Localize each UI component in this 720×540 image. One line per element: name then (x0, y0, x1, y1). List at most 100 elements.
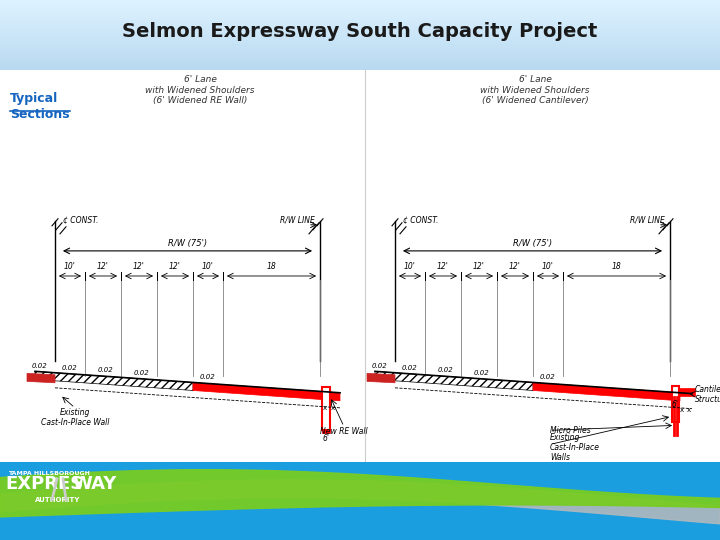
Bar (0, 30, 720, 31)
Bar (0, 23, 720, 24)
Bar (0, 15, 720, 16)
Bar (0, 9, 720, 10)
Text: 6' Lane
with Widened Shoulders
(6' Widened Cantilever): 6' Lane with Widened Shoulders (6' Widen… (480, 75, 590, 105)
Text: 0.02: 0.02 (402, 365, 418, 371)
Text: x: x (331, 404, 335, 410)
Text: New RE Wall: New RE Wall (320, 427, 368, 436)
Text: R/W (75'): R/W (75') (168, 239, 207, 248)
Bar (0, 1, 720, 2)
Bar (0, 40, 720, 42)
Bar (0, 52, 720, 53)
Bar (0, 22, 720, 23)
Bar (0, 28, 720, 29)
Bar (0, 4, 720, 5)
Text: 12': 12' (473, 262, 485, 271)
Polygon shape (367, 373, 395, 383)
Text: Selmon Expressway South Capacity Project: Selmon Expressway South Capacity Project (122, 22, 598, 41)
Polygon shape (27, 373, 55, 383)
Bar (0, 51, 720, 52)
Text: 0.02: 0.02 (98, 367, 114, 373)
Text: 6': 6' (323, 434, 330, 443)
Text: Sections: Sections (10, 109, 70, 122)
Bar (0, 46, 720, 47)
Bar (0, 32, 720, 33)
Bar (0, 2, 720, 3)
Bar (0, 54, 720, 55)
Text: 10': 10' (202, 262, 214, 271)
Text: 12': 12' (133, 262, 145, 271)
Bar (0, 43, 720, 44)
Bar (0, 14, 720, 15)
Bar (0, 3, 720, 4)
Bar (0, 64, 720, 65)
Bar (0, 19, 720, 21)
Bar (0, 25, 720, 26)
Text: R/W LINE: R/W LINE (280, 216, 315, 225)
Text: 18: 18 (611, 262, 621, 271)
Text: 0.02: 0.02 (62, 365, 78, 371)
Bar (0, 48, 720, 49)
Text: Existing
Cast-In-Place
Walls: Existing Cast-In-Place Walls (550, 433, 600, 462)
Bar (0, 35, 720, 36)
Bar (0, 61, 720, 62)
Text: 6' Lane
with Widened Shoulders
(6' Widened RE Wall): 6' Lane with Widened Shoulders (6' Widen… (145, 75, 255, 105)
Bar (0, 16, 720, 17)
Text: R/W LINE: R/W LINE (630, 216, 665, 225)
Bar (0, 21, 720, 22)
Text: 6': 6' (672, 400, 678, 409)
Text: x: x (323, 404, 327, 410)
Text: R/W (75'): R/W (75') (513, 239, 552, 248)
Text: 10': 10' (64, 262, 76, 271)
Text: 0.02: 0.02 (474, 370, 490, 376)
Text: Cantilever
Structure: Cantilever Structure (695, 384, 720, 404)
Text: 12': 12' (437, 262, 449, 271)
Bar (0, 42, 720, 43)
Text: Existing
Cast-In-Place Wall: Existing Cast-In-Place Wall (41, 408, 109, 427)
Text: TAMPA HILLSBOROUGH: TAMPA HILLSBOROUGH (8, 471, 90, 476)
Bar (0, 53, 720, 54)
Bar (0, 31, 720, 32)
Bar (0, 11, 720, 12)
Bar (0, 68, 720, 69)
Bar (0, 58, 720, 59)
Text: x: x (680, 407, 684, 413)
Bar (0, 47, 720, 48)
Bar (0, 17, 720, 18)
Text: 0.02: 0.02 (134, 370, 150, 376)
Bar (0, 5, 720, 6)
Bar (0, 18, 720, 19)
Bar (0, 29, 720, 30)
Bar (0, 63, 720, 64)
Bar (0, 6, 720, 7)
Text: 12': 12' (97, 262, 109, 271)
Bar (0, 62, 720, 63)
Bar (0, 69, 720, 70)
Text: ¢ CONST.: ¢ CONST. (403, 216, 438, 225)
Text: EXPRES: EXPRES (5, 475, 84, 493)
Text: 0.02: 0.02 (438, 367, 454, 373)
Polygon shape (533, 382, 680, 401)
Bar (0, 44, 720, 45)
Bar (0, 60, 720, 61)
Bar (0, 33, 720, 35)
Bar (0, 7, 720, 8)
Text: 12': 12' (169, 262, 181, 271)
Bar (0, 37, 720, 38)
Polygon shape (35, 372, 193, 390)
Bar (0, 66, 720, 68)
Text: ¢ CONST.: ¢ CONST. (63, 216, 99, 225)
Text: 0.02: 0.02 (372, 363, 388, 369)
Text: 12': 12' (509, 262, 521, 271)
Text: AUTHORITY: AUTHORITY (35, 497, 81, 503)
Text: 0.02: 0.02 (200, 375, 216, 381)
Bar (322, 430, 330, 433)
Bar (0, 57, 720, 58)
Text: 10': 10' (542, 262, 554, 271)
Bar (0, 36, 720, 37)
Bar (0, 59, 720, 60)
Text: 0.02: 0.02 (32, 363, 48, 369)
Bar (0, 50, 720, 51)
Bar (0, 56, 720, 57)
Polygon shape (375, 372, 533, 390)
Bar (0, 55, 720, 56)
